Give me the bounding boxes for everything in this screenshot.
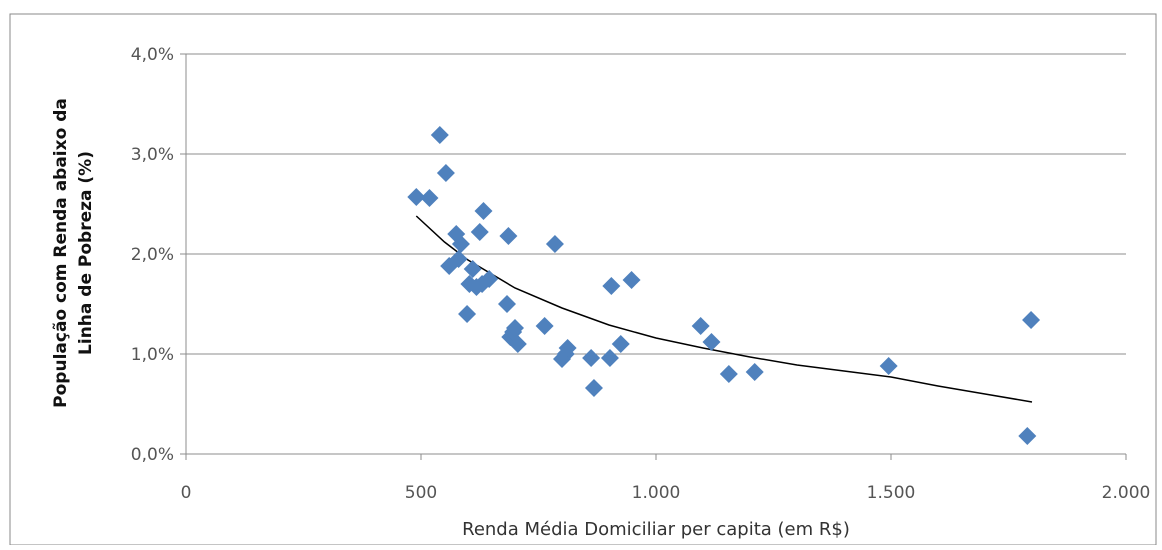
axes — [180, 53, 1127, 460]
data-point-marker — [545, 235, 564, 253]
data-point-marker — [407, 188, 426, 206]
y-tick-label: 1,0% — [131, 345, 174, 365]
x-tick-label: 1.500 — [867, 483, 916, 503]
data-point-marker — [498, 295, 517, 313]
data-point-marker — [451, 235, 470, 253]
y-tick-label: 3,0% — [131, 145, 174, 165]
data-point-marker — [691, 317, 710, 335]
data-point-marker — [508, 335, 527, 353]
data-point-marker — [474, 202, 493, 220]
data-point-marker — [436, 164, 455, 182]
data-point-marker — [449, 250, 468, 268]
x-axis-label: Renda Média Domiciliar per capita (em R$… — [462, 519, 850, 540]
data-point-marker — [420, 189, 439, 207]
data-point-marker — [458, 305, 477, 323]
data-point-marker — [622, 271, 641, 289]
chart-border — [9, 13, 1157, 546]
data-point-marker — [1022, 311, 1041, 329]
y-tick-label: 2,0% — [131, 245, 174, 265]
data-point-marker — [879, 357, 898, 375]
x-tick-labels: 0 500 1.000 1.500 2.000 — [181, 483, 1151, 503]
data-point-marker — [506, 319, 524, 337]
trendline-group — [415, 215, 1033, 403]
x-tick-label: 1.000 — [632, 483, 681, 503]
gridlines — [186, 53, 1126, 355]
trendline — [415, 215, 1033, 403]
data-point-marker — [582, 349, 601, 367]
data-point-marker — [558, 339, 577, 357]
data-point-marker — [1018, 427, 1037, 445]
data-point-marker — [702, 333, 721, 351]
data-points — [407, 126, 1041, 445]
y-tick-labels: 0,0% 1,0% 2,0% 3,0% 4,0% — [131, 45, 174, 465]
x-tick-label: 500 — [405, 483, 437, 503]
y-axis-label-line-2: Linha de Pobreza (%) — [76, 151, 96, 355]
data-point-marker — [584, 379, 603, 397]
data-point-marker — [463, 260, 482, 278]
data-point-marker — [535, 317, 554, 335]
data-point-marker — [719, 365, 738, 383]
data-point-marker — [430, 126, 449, 144]
data-point-marker — [745, 363, 764, 381]
data-point-marker — [602, 277, 621, 295]
data-point-marker — [611, 335, 630, 353]
y-tick-label: 0,0% — [131, 445, 174, 465]
y-axis-label: População com Renda abaixo da Linha de P… — [51, 98, 96, 408]
y-tick-label: 4,0% — [131, 45, 174, 65]
y-axis-label-line-1: População com Renda abaixo da — [51, 98, 71, 408]
data-point-marker — [480, 270, 499, 288]
x-tick-label: 0 — [181, 483, 192, 503]
data-point-marker — [499, 227, 518, 245]
data-point-marker — [470, 223, 489, 241]
data-point-marker — [600, 349, 619, 367]
x-tick-label: 2.000 — [1102, 483, 1151, 503]
